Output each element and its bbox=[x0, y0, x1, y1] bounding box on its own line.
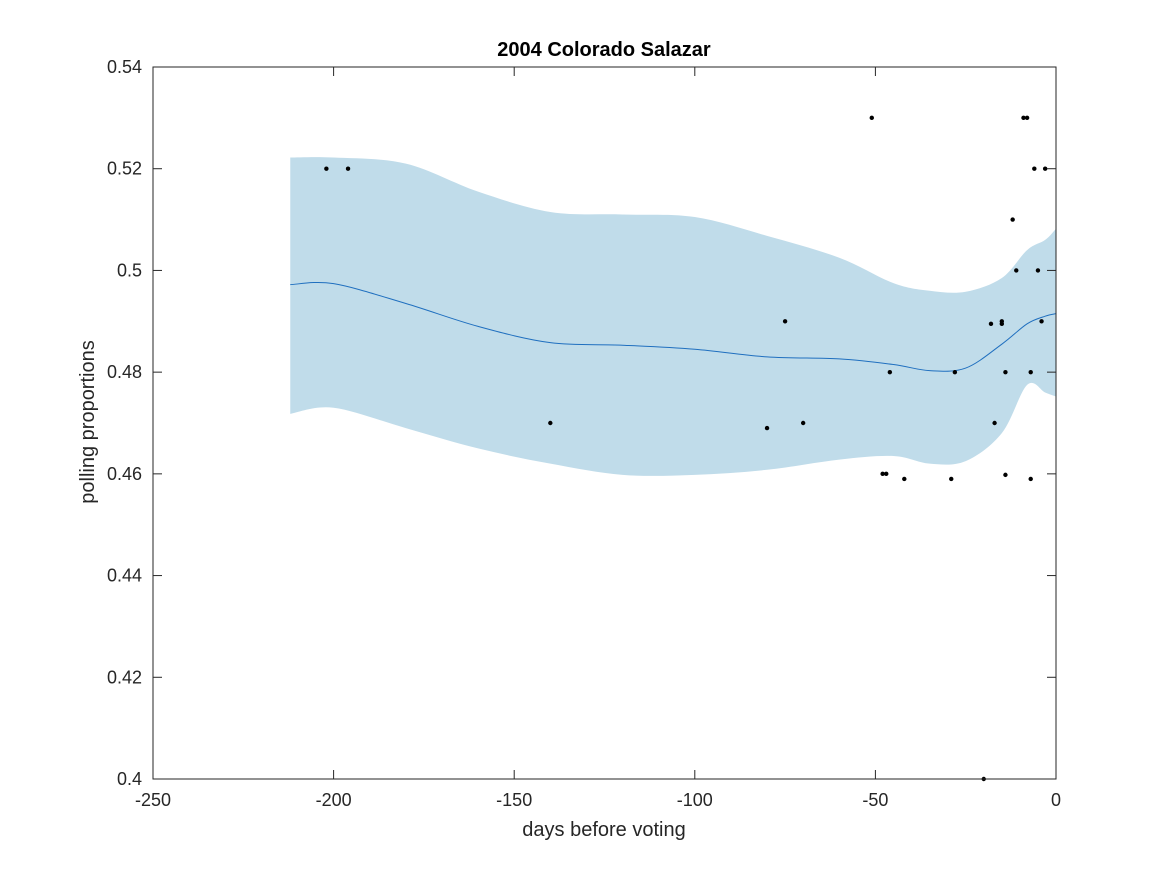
poll-point bbox=[1024, 115, 1030, 121]
poll-point bbox=[1014, 268, 1019, 273]
y-tick-label: 0.5 bbox=[117, 260, 142, 280]
x-axis-label: days before voting bbox=[522, 819, 685, 841]
y-tick-label: 0.46 bbox=[107, 464, 142, 484]
x-tick-label: -250 bbox=[135, 790, 171, 810]
poll-point bbox=[902, 476, 907, 482]
poll-point bbox=[548, 420, 553, 426]
poll-point bbox=[887, 369, 893, 375]
poll-point bbox=[1028, 369, 1033, 375]
poll-point bbox=[1021, 115, 1026, 121]
poll-point bbox=[324, 166, 329, 171]
y-tick-label: 0.4 bbox=[117, 769, 142, 789]
poll-point bbox=[1039, 319, 1044, 324]
poll-point bbox=[949, 476, 954, 482]
poll-point bbox=[988, 321, 994, 327]
confidence-band bbox=[290, 157, 1057, 476]
y-tick-label: 0.52 bbox=[107, 159, 142, 179]
poll-point bbox=[869, 115, 874, 121]
poll-point bbox=[992, 420, 997, 426]
trend-line-layer bbox=[290, 281, 1057, 372]
y-tick-label: 0.44 bbox=[107, 566, 142, 586]
poll-point bbox=[880, 471, 885, 477]
x-tick-label: -100 bbox=[677, 790, 713, 810]
poll-point bbox=[1028, 476, 1033, 482]
axes bbox=[152, 66, 1057, 780]
trend-line bbox=[290, 281, 1057, 372]
y-tick-label: 0.54 bbox=[107, 57, 142, 77]
poll-point bbox=[1042, 166, 1048, 171]
y-tick-label: 0.42 bbox=[107, 667, 142, 687]
confidence-band-layer bbox=[290, 157, 1057, 476]
x-tick-label: -200 bbox=[316, 790, 352, 810]
plot-box bbox=[152, 66, 1057, 780]
poll-point bbox=[782, 319, 788, 324]
poll-point bbox=[999, 321, 1005, 327]
poll-point bbox=[884, 471, 889, 477]
poll-point bbox=[1032, 166, 1037, 171]
poll-point bbox=[952, 369, 958, 375]
y-tick-label: 0.48 bbox=[107, 362, 142, 382]
poll-point bbox=[345, 166, 351, 171]
tick-labels: -250 -200 -150 -100 -50 0 0.4 0.42 0.44 0.46 0.48 0… bbox=[107, 57, 1061, 810]
poll-point bbox=[1035, 268, 1041, 273]
poll-point bbox=[1010, 217, 1015, 222]
x-tick-label: 0 bbox=[1051, 790, 1061, 810]
poll-point bbox=[800, 420, 806, 426]
poll-point bbox=[1003, 472, 1008, 478]
poll-point bbox=[764, 425, 770, 431]
y-axis-label: polling proportions bbox=[77, 340, 99, 503]
x-tick-label: -150 bbox=[496, 790, 532, 810]
x-tick-label: -50 bbox=[862, 790, 888, 810]
chart-title: 2004 Colorado Salazar bbox=[497, 39, 711, 61]
poll-point bbox=[1003, 369, 1008, 375]
